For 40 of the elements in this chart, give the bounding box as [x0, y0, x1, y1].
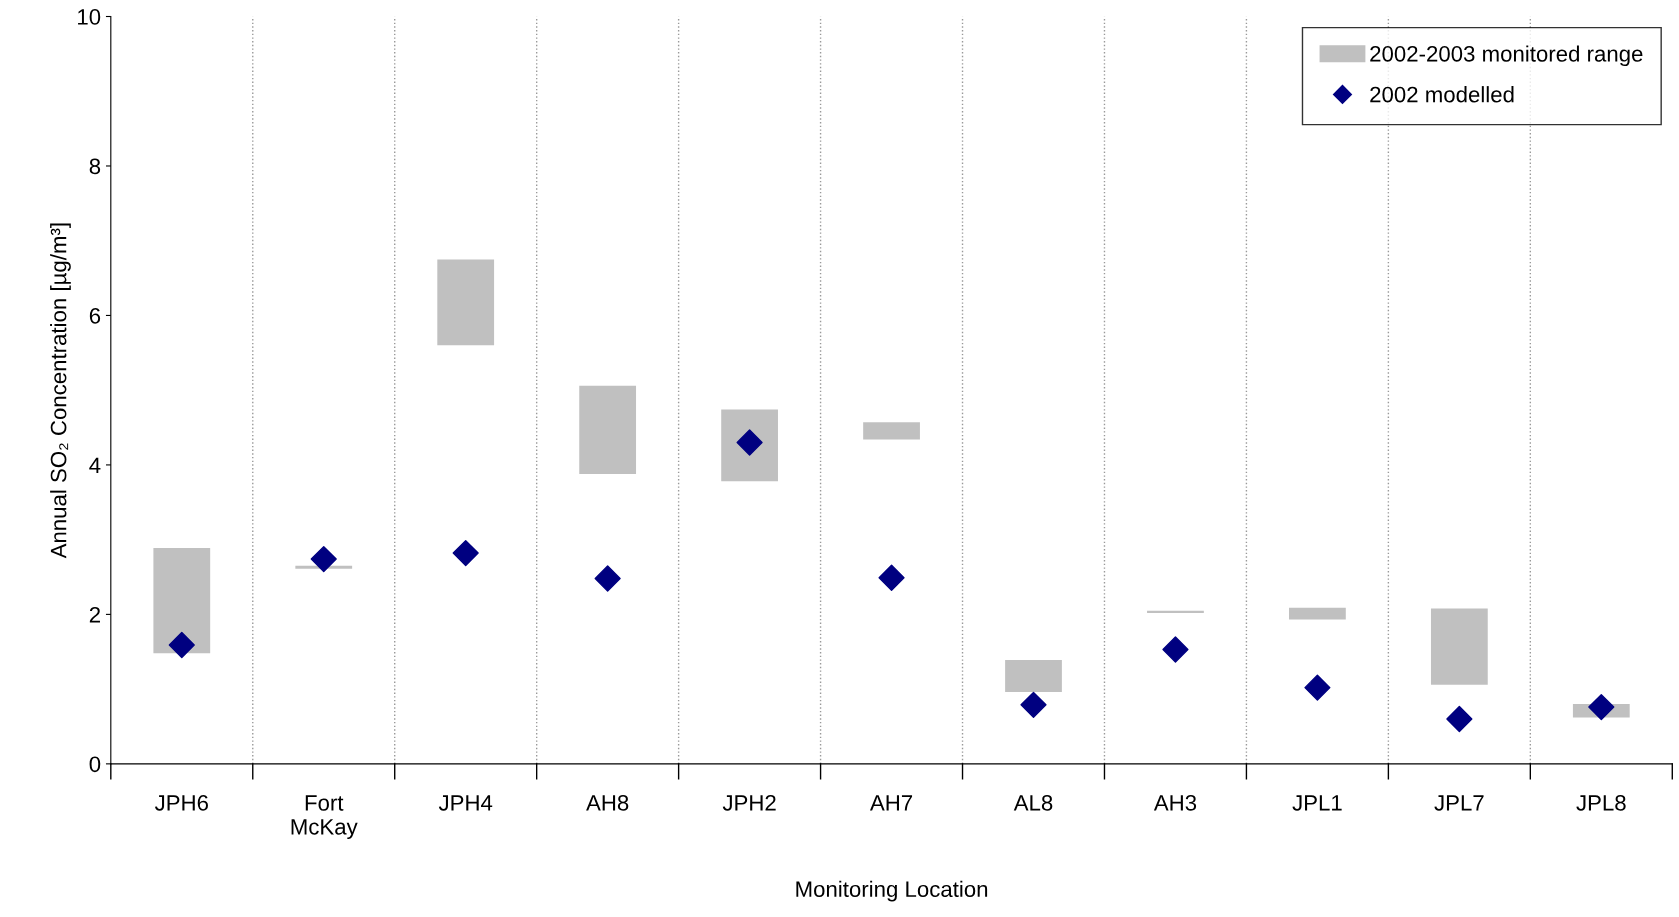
bar [1430, 608, 1488, 685]
bar [1289, 607, 1346, 620]
point [452, 539, 479, 567]
y-tick-label: 8 [89, 158, 101, 175]
y-tick-label: 2 [89, 606, 100, 623]
x-tick-label: JPL7 [1434, 795, 1484, 811]
legend-label: 2002 modelled [1370, 86, 1514, 103]
point [168, 631, 195, 659]
x-axis-title: Monitoring Location [796, 880, 988, 902]
x-tick-label: AH7 [869, 795, 913, 811]
point [1304, 674, 1331, 701]
legend-label: 2002-2003 monitored range [1370, 45, 1643, 67]
x-tick-label: JPL8 [1576, 795, 1626, 811]
y-axis-title: Annual SO₂ Concentration [µg/m³] [50, 223, 71, 559]
bar [721, 409, 778, 482]
x-tick-label: JPL1 [1292, 795, 1342, 811]
y-tick-label: 0 [89, 756, 101, 773]
bar [579, 385, 637, 474]
y-tick-label: 6 [89, 307, 101, 324]
x-tick-label: AH3 [1153, 795, 1197, 811]
point [878, 564, 905, 591]
x-tick-label: AL8 [1013, 795, 1053, 811]
x-tick-label: JPH4 [438, 795, 493, 811]
point [1446, 705, 1473, 733]
point [594, 565, 621, 592]
point [1162, 636, 1189, 663]
x-tick-label: JPH2 [722, 795, 776, 811]
bar [863, 422, 920, 440]
y-tick-label: 10 [78, 9, 101, 25]
bar [1005, 659, 1062, 693]
point [1588, 693, 1615, 721]
bar [153, 547, 211, 654]
x-tick-label: Fort McKay [291, 795, 358, 840]
x-tick-label: AH8 [586, 795, 629, 811]
point [1020, 691, 1047, 718]
y-tick-label: 4 [89, 457, 101, 473]
bar [1147, 610, 1204, 613]
point [310, 545, 337, 573]
x-tick-label: JPH6 [154, 795, 208, 811]
bar [437, 259, 495, 346]
